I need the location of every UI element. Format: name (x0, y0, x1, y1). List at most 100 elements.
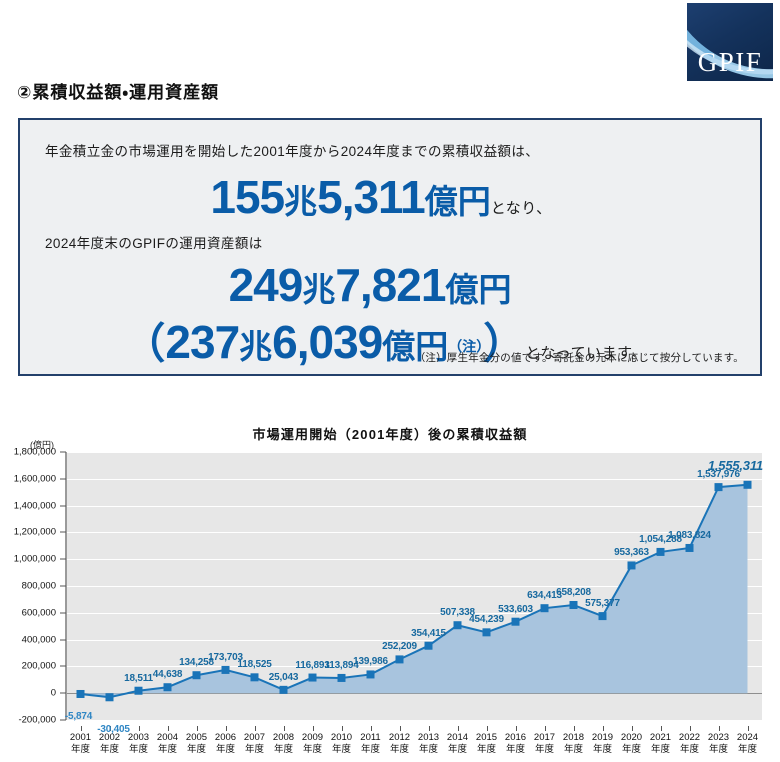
chart-data-label: 454,239 (469, 614, 504, 626)
chart-x-suffix: 年度 (389, 744, 410, 755)
chart-x-year: 2024 (736, 732, 759, 743)
profit-unit-oku: 億円 (424, 183, 491, 220)
chart-x-suffix: 年度 (621, 744, 642, 755)
chart-zero-line (66, 693, 762, 695)
chart-x-tick-mark (544, 726, 546, 731)
chart-x-year: 2013 (417, 732, 440, 743)
chart-data-marker (366, 670, 375, 679)
chart-y-tick-mark (60, 719, 66, 721)
chart-x-tick-label: 2008 年度 (273, 732, 294, 756)
chart-x-year: 2008 (272, 732, 295, 743)
chart-data-label: 116,893 (295, 659, 330, 671)
chart-data-marker (598, 612, 607, 621)
chart-x-suffix: 年度 (331, 744, 352, 755)
chart-x-suffix: 年度 (563, 744, 584, 755)
chart-x-suffix: 年度 (157, 744, 178, 755)
chart-gridline (66, 639, 762, 641)
chart-x-suffix: 年度 (302, 744, 323, 755)
chart-data-marker (714, 483, 723, 492)
chart-line (80, 483, 748, 699)
chart-x-tick-mark (167, 726, 169, 731)
chart-x-suffix: 年度 (476, 744, 497, 755)
chart-x-year: 2012 (388, 732, 411, 743)
chart-x-tick-mark (573, 726, 575, 731)
chart-x-tick-mark (283, 726, 285, 731)
chart-data-marker (221, 665, 230, 674)
chart-data-label: 533,603 (498, 603, 533, 615)
chart-x-year: 2021 (649, 732, 672, 743)
chart-x-suffix: 年度 (70, 744, 91, 755)
chart-x-suffix: 年度 (592, 744, 613, 755)
chart-x-tick-mark (138, 726, 140, 731)
chart-gridline (66, 478, 762, 480)
chart-x-tick-mark (515, 726, 517, 731)
chart-data-marker (250, 673, 259, 682)
chart-y-tick-mark (60, 478, 66, 480)
chart-x-tick-label: 2010 年度 (331, 732, 352, 756)
summary-line-2: 2024年度末のGPIFの運用資産額は (45, 236, 263, 251)
chart-data-label: -30,405 (97, 724, 130, 736)
chart-data-label: 953,363 (614, 547, 649, 559)
chart-y-tick-mark (60, 558, 66, 560)
chart-x-tick-mark (109, 726, 111, 731)
chart-x-year: 2023 (707, 732, 730, 743)
chart-x-year: 2020 (620, 732, 643, 743)
chart-data-marker (511, 617, 520, 626)
chart-x-suffix: 年度 (505, 744, 526, 755)
chart-x-suffix: 年度 (273, 744, 294, 755)
chart-data-marker (337, 673, 346, 682)
chart-x-year: 2011 (360, 732, 381, 743)
chart-x-year: 2007 (243, 732, 266, 743)
chart-data-label: 25,043 (268, 671, 299, 683)
chart-series-area (76, 480, 752, 702)
chart-gridline (66, 505, 762, 507)
chart-y-tick-label: -200,000 (18, 714, 56, 726)
chart-y-tick-mark (60, 585, 66, 587)
chart-data-marker (279, 685, 288, 694)
chart-y-tick-label: 800,000 (21, 580, 56, 592)
chart-y-tick-mark (60, 639, 66, 641)
summary-box: 年金積立金の市場運用を開始した2001年度から2024年度までの累積収益額は、 … (18, 118, 762, 376)
chart-gridline (66, 452, 762, 453)
chart-x-tick-label: 2012 年度 (389, 732, 410, 756)
chart-x-tick-label: 2022 年度 (679, 732, 700, 756)
chart-x-tick-label: 2004 年度 (157, 732, 178, 756)
chart-x-tick-label: 2020 年度 (621, 732, 642, 756)
chart-x-tick-mark (341, 726, 343, 731)
chart-x-tick-mark (660, 726, 662, 731)
chart-x-tick-mark (312, 726, 314, 731)
chart-x-suffix: 年度 (215, 744, 236, 755)
assets-sub-open-paren: （ (123, 320, 166, 367)
chart-y-tick-mark (60, 505, 66, 507)
chart-data-marker (395, 655, 404, 664)
chart-x-year: 2014 (446, 732, 469, 743)
chart-y-tick-label: 1,600,000 (13, 473, 56, 485)
profit-digits-oku: 5,311 (317, 171, 426, 223)
chart-y-tick-mark (60, 531, 66, 533)
assets-sub-digits-oku: 6,039 (272, 316, 383, 368)
assets-sub-figure: （237兆6,039億円（注））となっています。 (20, 310, 760, 371)
chart-x-tick-mark (631, 726, 633, 731)
chart-x-axis: 2001 年度 2002 年度 2003 年度 2004 年度 2005 年度 2006 年度 2007… (66, 726, 762, 760)
chart-x-year: 2005 (185, 732, 208, 743)
profit-digits-trillion: 155 (210, 171, 285, 223)
chart-x-tick-mark (718, 726, 720, 731)
cumulative-return-figure: 155兆5,311億円となり、 (20, 170, 760, 224)
chart-x-tick-label: 2009 年度 (302, 732, 323, 756)
chart-x-year: 2004 (156, 732, 179, 743)
chart-data-label: 139,986 (353, 656, 388, 668)
chart-y-tick-label: 1,000,000 (13, 553, 56, 565)
chart-data-label: 1,083,824 (668, 529, 711, 541)
assets-sub-unit-trillion: 兆 (239, 328, 273, 365)
chart-x-year: 2006 (214, 732, 237, 743)
chart-x-tick-mark (399, 726, 401, 731)
chart-data-marker (76, 689, 85, 698)
chart-x-tick-mark (196, 726, 198, 731)
chart-unit-label: (億円) (30, 440, 54, 450)
chart-gridline (66, 532, 762, 534)
chart-y-tick-label: 200,000 (21, 660, 56, 672)
chart-x-suffix: 年度 (650, 744, 671, 755)
chart-data-label: 1,537,976 (697, 469, 740, 481)
chart-x-tick-mark (689, 726, 691, 731)
chart-x-tick-mark (370, 726, 372, 731)
